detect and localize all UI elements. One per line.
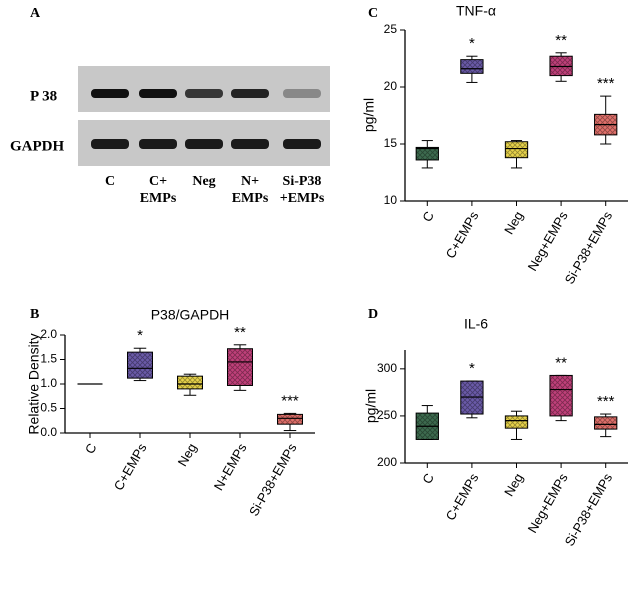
significance-label: ** xyxy=(555,354,567,371)
blot-lane-label: +EMPs xyxy=(280,191,325,206)
blot-row-label: P 38 xyxy=(30,88,57,104)
x-tick-label: Neg+EMPs xyxy=(525,208,571,273)
y-axis-label: Relative Density xyxy=(26,333,42,434)
blot-band xyxy=(185,139,223,149)
x-tick-label: Neg xyxy=(175,441,200,469)
y-tick-label: 1.0 xyxy=(40,376,57,390)
box xyxy=(594,416,618,430)
y-tick-label: 0.5 xyxy=(40,401,57,415)
blot-band xyxy=(91,89,129,98)
chart-title: IL-6 xyxy=(464,316,488,332)
chart-title: TNF-α xyxy=(456,3,496,19)
significance-label: * xyxy=(469,360,475,377)
y-tick-label: 20 xyxy=(384,79,398,93)
blot-band xyxy=(231,89,269,98)
blot-band xyxy=(185,89,223,98)
x-tick-label: C xyxy=(82,441,100,457)
x-tick-label: C+EMPs xyxy=(443,470,482,523)
blot-lane-label: C+ xyxy=(149,174,167,189)
blot-lane-label: EMPs xyxy=(232,191,269,206)
box xyxy=(460,59,484,74)
x-tick-label: Si-P38+EMPs xyxy=(246,440,300,518)
y-tick-label: 250 xyxy=(377,408,397,422)
x-tick-label: Neg xyxy=(501,471,526,499)
y-tick-label: 1.5 xyxy=(40,352,57,366)
panel-letter: A xyxy=(30,6,41,21)
panel-letter: C xyxy=(368,6,378,21)
y-tick-label: 0.0 xyxy=(40,425,57,439)
x-tick-label: Si-P38+EMPs xyxy=(562,208,616,286)
blot-lane-label: Si-P38 xyxy=(283,174,322,189)
box xyxy=(127,351,153,379)
significance-label: * xyxy=(469,35,475,52)
blot-lane-label: Neg xyxy=(192,174,215,189)
box xyxy=(549,374,573,417)
y-tick-label: 15 xyxy=(384,136,398,150)
y-tick-label: 200 xyxy=(377,455,397,469)
x-tick-label: C+EMPs xyxy=(111,440,150,493)
x-tick-label: Neg+EMPs xyxy=(525,470,571,535)
significance-label: *** xyxy=(597,75,615,92)
blot-lane-label: N+ xyxy=(241,174,259,189)
significance-label: * xyxy=(137,327,143,344)
x-tick-label: N+EMPs xyxy=(211,440,250,493)
blot-band xyxy=(139,89,177,98)
blot-band xyxy=(283,89,321,98)
blot-band xyxy=(91,139,129,149)
blot-band xyxy=(283,139,321,149)
significance-label: *** xyxy=(281,392,299,409)
y-axis-label: pg/ml xyxy=(363,389,379,423)
chart-title: P38/GAPDH xyxy=(151,307,230,323)
y-tick-label: 300 xyxy=(377,361,397,375)
blot-lane-label: C xyxy=(105,174,115,189)
y-tick-label: 10 xyxy=(384,193,398,207)
y-tick-label: 25 xyxy=(384,22,398,36)
blot-row-label: GAPDH xyxy=(10,138,64,154)
x-tick-label: C+EMPs xyxy=(443,208,482,261)
box xyxy=(227,348,253,386)
box xyxy=(504,141,529,159)
significance-label: ** xyxy=(234,324,246,341)
y-tick-label: 2.0 xyxy=(40,327,57,341)
significance-label: *** xyxy=(597,393,615,410)
y-axis-label: pg/ml xyxy=(361,98,377,132)
panel-letter: D xyxy=(368,307,378,322)
panel-letter: B xyxy=(30,307,39,322)
box xyxy=(415,146,439,161)
box xyxy=(177,375,203,390)
x-tick-label: Si-P38+EMPs xyxy=(562,470,616,548)
significance-label: ** xyxy=(555,32,567,49)
x-tick-label: C xyxy=(419,209,437,225)
x-tick-label: Neg xyxy=(501,209,526,237)
box xyxy=(504,415,529,429)
box xyxy=(277,413,303,425)
blot-lane-label: EMPs xyxy=(140,191,177,206)
blot-band xyxy=(139,139,177,149)
x-tick-label: C xyxy=(419,471,437,487)
blot-band xyxy=(231,139,269,149)
